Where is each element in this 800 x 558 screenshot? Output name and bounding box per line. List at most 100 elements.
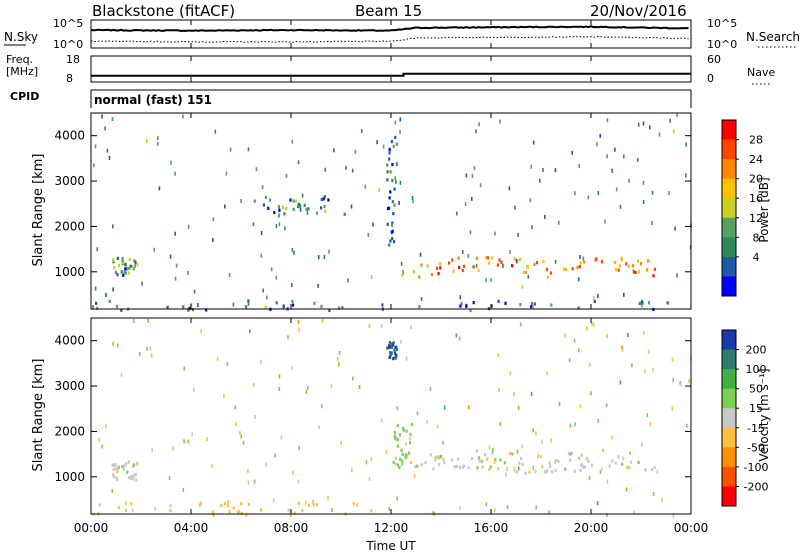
power-cells — [92, 113, 692, 313]
heatmap-cell — [582, 256, 585, 261]
heatmap-cell — [429, 386, 432, 391]
heatmap-cell — [264, 305, 267, 309]
heatmap-cell — [247, 299, 250, 303]
heatmap-cell — [618, 264, 621, 268]
heatmap-cell — [120, 372, 123, 377]
heatmap-cell — [112, 258, 115, 262]
heatmap-cell — [439, 262, 442, 266]
ytick-label: 2000 — [54, 424, 85, 438]
heatmap-cell — [116, 343, 119, 348]
freq-tick-8: 8 — [66, 72, 73, 85]
heatmap-cell — [127, 460, 130, 464]
heatmap-cell — [370, 457, 373, 462]
heatmap-cell — [573, 469, 576, 473]
heatmap-cell — [278, 374, 281, 379]
heatmap-cell — [634, 270, 637, 274]
heatmap-cell — [646, 268, 649, 272]
heatmap-cell — [367, 232, 370, 237]
heatmap-cell — [478, 456, 481, 460]
heatmap-cell — [478, 459, 481, 463]
heatmap-cell — [265, 462, 267, 467]
heatmap-cell — [640, 300, 644, 304]
heatmap-cell — [628, 466, 631, 470]
heatmap-cell — [111, 117, 114, 121]
heatmap-cell — [206, 437, 208, 441]
heatmap-cell — [191, 308, 194, 312]
heatmap-cell — [545, 469, 548, 473]
heatmap-cell — [527, 274, 530, 279]
heatmap-cell — [523, 270, 526, 274]
heatmap-cell — [491, 451, 494, 455]
heatmap-cell — [579, 404, 581, 409]
heatmap-cell — [644, 369, 646, 374]
heatmap-cell — [125, 462, 128, 466]
heatmap-cell — [467, 466, 470, 470]
velocity-cbar-label: Velocity [m s⁻¹] — [757, 368, 771, 461]
heatmap-cell — [434, 458, 437, 462]
heatmap-cell — [400, 462, 403, 466]
heatmap-cell — [112, 341, 114, 346]
heatmap-cell — [322, 197, 325, 201]
heatmap-cell — [532, 305, 535, 310]
heatmap-cell — [386, 170, 389, 174]
heatmap-cell — [315, 211, 319, 215]
heatmap-cell — [545, 267, 548, 272]
heatmap-cell — [150, 353, 153, 358]
heatmap-cell — [459, 506, 461, 510]
heatmap-cell — [535, 505, 537, 510]
ytick-label: 3000 — [54, 379, 85, 393]
heatmap-cell — [459, 304, 462, 308]
heatmap-cell — [627, 333, 629, 337]
colorbar-cell — [722, 427, 736, 448]
heatmap-cell — [432, 467, 435, 471]
heatmap-cell — [235, 422, 237, 427]
heatmap-cell — [96, 247, 99, 252]
heatmap-cell — [278, 222, 281, 227]
heatmap-cell — [614, 461, 618, 465]
heatmap-cell — [220, 504, 223, 508]
station-title: Blackstone (fitACF) — [92, 2, 235, 20]
heatmap-cell — [277, 205, 280, 209]
heatmap-cell — [114, 463, 117, 467]
heatmap-cell — [578, 164, 580, 169]
heatmap-cell — [476, 466, 479, 470]
ytick-label: 2000 — [54, 219, 85, 233]
heatmap-cell — [291, 247, 294, 252]
heatmap-cell — [380, 418, 383, 423]
heatmap-cell — [121, 261, 124, 265]
heatmap-cell — [133, 319, 135, 324]
heatmap-cell — [637, 122, 640, 127]
velocity-ylabel: Slant Range [km] — [31, 359, 46, 472]
heatmap-cell — [390, 230, 393, 234]
heatmap-cell — [490, 304, 493, 308]
heatmap-cell — [625, 487, 628, 492]
heatmap-cell — [351, 468, 353, 473]
heatmap-cell — [343, 212, 346, 216]
heatmap-cell — [320, 197, 323, 202]
heatmap-cell — [672, 513, 675, 518]
heatmap-cell — [303, 203, 306, 207]
heatmap-cell — [122, 273, 125, 277]
heatmap-cell — [532, 428, 535, 433]
heatmap-cell — [313, 301, 316, 305]
heatmap-cell — [439, 266, 442, 270]
colorbar-cell — [722, 447, 736, 468]
heatmap-cell — [577, 277, 580, 282]
heatmap-cell — [261, 185, 264, 190]
heatmap-cell — [392, 341, 395, 345]
heatmap-cell — [462, 264, 466, 268]
heatmap-cell — [328, 249, 330, 254]
heatmap-cell — [469, 309, 472, 313]
heatmap-cell — [259, 508, 263, 512]
heatmap-cell — [580, 453, 583, 457]
heatmap-cell — [182, 305, 185, 309]
heatmap-cell — [96, 306, 99, 310]
heatmap-cell — [475, 129, 477, 134]
heatmap-cell — [548, 510, 550, 515]
heatmap-cell — [516, 449, 519, 454]
heatmap-cell — [646, 413, 649, 418]
nsky-series — [90, 25, 689, 33]
heatmap-cell — [299, 204, 302, 208]
heatmap-cell — [488, 261, 491, 265]
heatmap-cell — [108, 156, 111, 160]
